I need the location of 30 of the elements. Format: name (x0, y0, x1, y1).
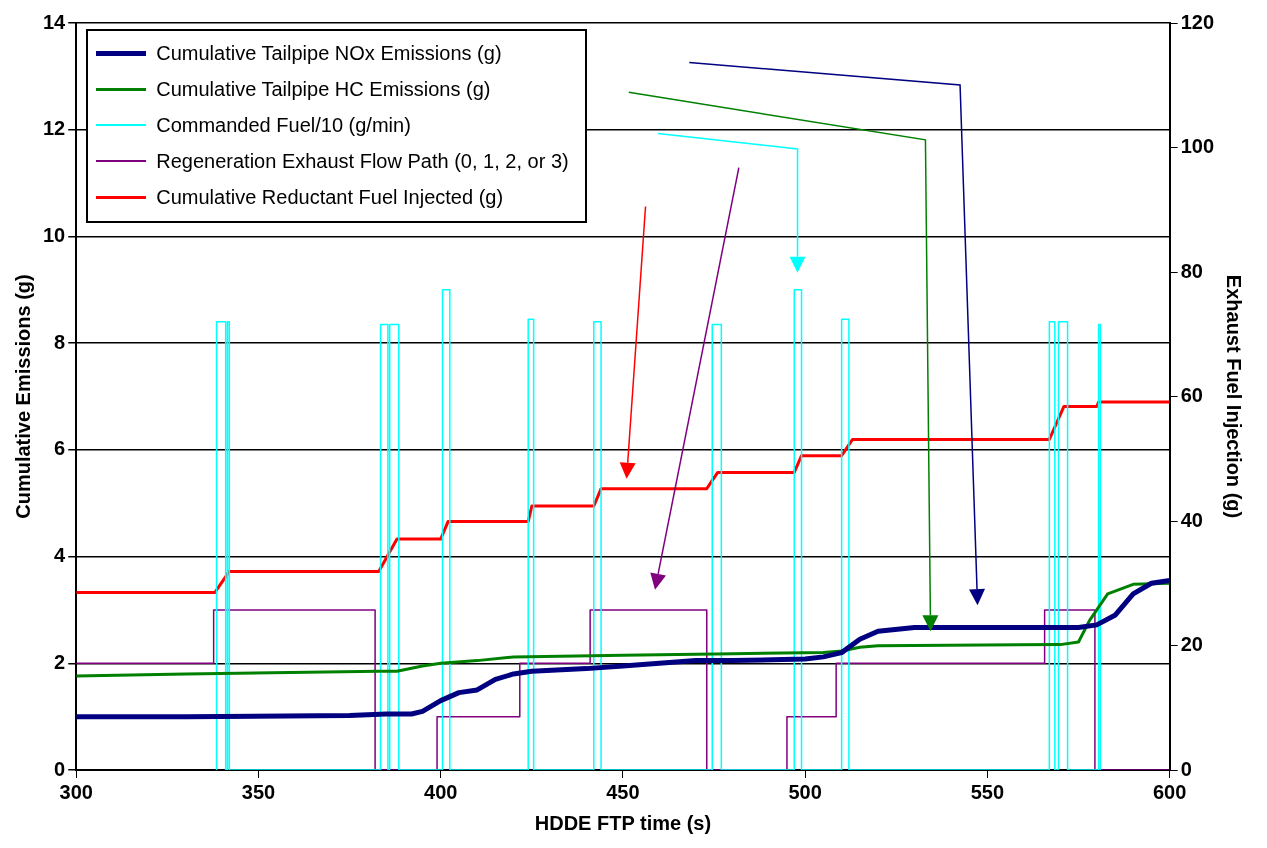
y2-tick-label: 0 (1180, 757, 1192, 780)
y-tick-label: 10 (43, 223, 66, 246)
legend-label: Cumulative Reductant Fuel Injected (g) (156, 185, 504, 209)
x-tick-label: 600 (1152, 780, 1187, 803)
y2-tick-label: 120 (1180, 10, 1215, 33)
y-axis-title: Cumulative Emissions (g) (11, 274, 34, 519)
y2-axis-title: Exhaust Fuel Injection (g) (1223, 274, 1246, 519)
y-tick-label: 8 (54, 330, 66, 353)
y-tick-label: 2 (54, 650, 66, 673)
x-tick-label: 550 (970, 780, 1005, 803)
y2-tick-label: 100 (1180, 135, 1215, 158)
y2-tick-label: 40 (1180, 508, 1203, 531)
x-tick-label: 350 (241, 780, 276, 803)
y-tick-label: 12 (43, 117, 66, 140)
y2-tick-label: 20 (1180, 633, 1203, 656)
legend-label: Commanded Fuel/10 (g/min) (156, 113, 411, 137)
legend-label: Cumulative Tailpipe NOx Emissions (g) (156, 41, 502, 65)
x-tick-label: 400 (424, 780, 458, 803)
x-tick-label: 500 (788, 780, 822, 803)
y2-tick-label: 80 (1180, 259, 1203, 282)
y-tick-label: 14 (43, 10, 67, 33)
legend-label: Cumulative Tailpipe HC Emissions (g) (156, 77, 491, 101)
x-tick-label: 300 (59, 780, 93, 803)
y-tick-label: 0 (54, 757, 66, 780)
y-tick-label: 4 (54, 544, 67, 567)
y-tick-label: 6 (54, 437, 66, 460)
legend-label: Regeneration Exhaust Flow Path (0, 1, 2, or 3) (156, 149, 569, 173)
x-tick-label: 450 (606, 780, 640, 803)
y2-tick-label: 60 (1180, 384, 1203, 407)
x-axis-title: HDDE FTP time (s) (534, 811, 712, 834)
